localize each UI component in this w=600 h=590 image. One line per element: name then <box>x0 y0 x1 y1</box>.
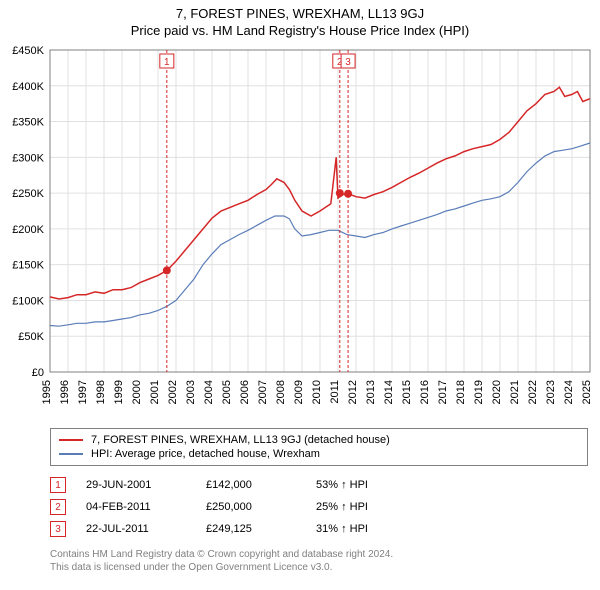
svg-text:1999: 1999 <box>113 380 125 404</box>
svg-text:2006: 2006 <box>239 380 251 404</box>
svg-text:2013: 2013 <box>365 380 377 404</box>
sale-marker-3: 3 <box>50 521 66 537</box>
sale-price-2: £250,000 <box>206 501 296 513</box>
sale-date-1: 29-JUN-2001 <box>86 479 186 491</box>
svg-text:£200K: £200K <box>12 224 44 236</box>
svg-text:£250K: £250K <box>12 188 44 200</box>
svg-text:1: 1 <box>164 57 170 68</box>
sale-row-2: 2 04-FEB-2011 £250,000 25% ↑ HPI <box>50 496 588 518</box>
svg-text:£400K: £400K <box>12 81 44 93</box>
svg-text:£350K: £350K <box>12 117 44 129</box>
svg-text:£50K: £50K <box>18 331 44 343</box>
svg-text:2007: 2007 <box>257 380 269 404</box>
svg-text:2010: 2010 <box>311 380 323 404</box>
chart-titles: 7, FOREST PINES, WREXHAM, LL13 9GJ Price… <box>0 0 600 42</box>
svg-text:2000: 2000 <box>131 380 143 404</box>
svg-text:1995: 1995 <box>41 380 53 404</box>
sale-hpi-3: 31% ↑ HPI <box>316 523 588 535</box>
footer-line-1: Contains HM Land Registry data © Crown c… <box>50 548 588 561</box>
svg-text:2018: 2018 <box>455 380 467 404</box>
sale-row-1: 1 29-JUN-2001 £142,000 53% ↑ HPI <box>50 474 588 496</box>
title-main: 7, FOREST PINES, WREXHAM, LL13 9GJ <box>0 6 600 21</box>
title-sub: Price paid vs. HM Land Registry's House … <box>0 23 600 38</box>
svg-text:2015: 2015 <box>401 380 413 404</box>
svg-text:2011: 2011 <box>329 380 341 404</box>
svg-text:£150K: £150K <box>12 260 44 272</box>
svg-text:2025: 2025 <box>581 380 593 404</box>
sale-price-3: £249,125 <box>206 523 296 535</box>
svg-text:2023: 2023 <box>545 380 557 404</box>
svg-text:2019: 2019 <box>473 380 485 404</box>
svg-text:£0: £0 <box>32 367 44 379</box>
sales-block: 1 29-JUN-2001 £142,000 53% ↑ HPI 2 04-FE… <box>50 474 588 540</box>
legend-box: 7, FOREST PINES, WREXHAM, LL13 9GJ (deta… <box>50 428 588 466</box>
legend-swatch-hpi <box>59 453 83 455</box>
svg-text:1998: 1998 <box>95 380 107 404</box>
sale-row-3: 3 22-JUL-2011 £249,125 31% ↑ HPI <box>50 518 588 540</box>
legend-row-property: 7, FOREST PINES, WREXHAM, LL13 9GJ (deta… <box>59 433 579 447</box>
svg-text:1996: 1996 <box>59 380 71 404</box>
svg-text:2008: 2008 <box>275 380 287 404</box>
sale-date-2: 04-FEB-2011 <box>86 501 186 513</box>
chart-svg: £0 £50K £100K £150K £200K £250K £300K £350K £400… <box>0 42 600 422</box>
sale-price-1: £142,000 <box>206 479 296 491</box>
svg-text:2024: 2024 <box>563 380 575 404</box>
footer: Contains HM Land Registry data © Crown c… <box>50 548 588 574</box>
svg-text:£100K: £100K <box>12 295 44 307</box>
legend-row-hpi: HPI: Average price, detached house, Wrex… <box>59 447 579 461</box>
svg-text:1997: 1997 <box>77 380 89 404</box>
sale-marker-1: 1 <box>50 477 66 493</box>
svg-text:2009: 2009 <box>293 380 305 404</box>
svg-text:2021: 2021 <box>509 380 521 404</box>
svg-text:2014: 2014 <box>383 380 395 404</box>
svg-text:2016: 2016 <box>419 380 431 404</box>
svg-text:2002: 2002 <box>167 380 179 404</box>
legend-label-hpi: HPI: Average price, detached house, Wrex… <box>91 448 320 460</box>
svg-text:2022: 2022 <box>527 380 539 404</box>
svg-text:2005: 2005 <box>221 380 233 404</box>
sale-hpi-2: 25% ↑ HPI <box>316 501 588 513</box>
sale-date-3: 22-JUL-2011 <box>86 523 186 535</box>
svg-text:2020: 2020 <box>491 380 503 404</box>
sale-marker-2: 2 <box>50 499 66 515</box>
svg-text:£450K: £450K <box>12 45 44 57</box>
sale-hpi-1: 53% ↑ HPI <box>316 479 588 491</box>
footer-line-2: This data is licensed under the Open Gov… <box>50 561 588 574</box>
svg-text:£300K: £300K <box>12 152 44 164</box>
chart-area: £0 £50K £100K £150K £200K £250K £300K £350K £400… <box>0 42 600 422</box>
legend-label-property: 7, FOREST PINES, WREXHAM, LL13 9GJ (deta… <box>91 434 390 446</box>
svg-text:2003: 2003 <box>185 380 197 404</box>
svg-text:2017: 2017 <box>437 380 449 404</box>
svg-text:2001: 2001 <box>149 380 161 404</box>
legend-swatch-property <box>59 439 83 441</box>
svg-text:3: 3 <box>345 57 351 68</box>
svg-text:2004: 2004 <box>203 380 215 404</box>
svg-text:2012: 2012 <box>347 380 359 404</box>
